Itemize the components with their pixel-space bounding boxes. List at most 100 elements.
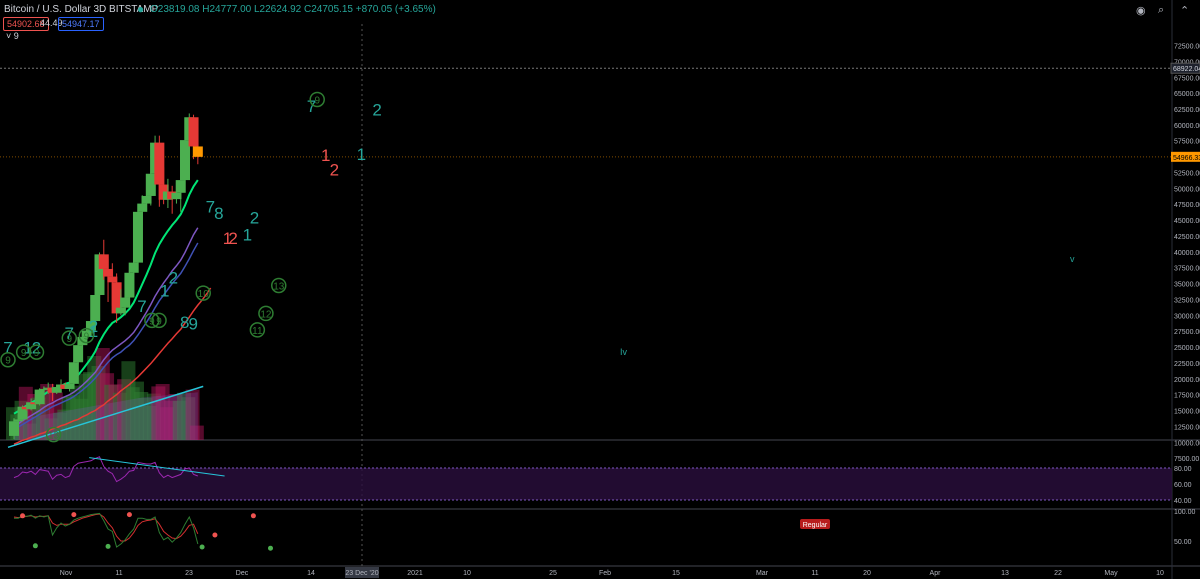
time-tick: 10 [463,570,471,577]
osc-signal-dot [268,545,273,551]
price-tick: 35000.00 [1174,282,1200,289]
time-tick: Apr [930,570,942,577]
candle-body [115,307,126,314]
price-tick: 32500.00 [1174,297,1200,304]
td-circle-label: 9 [66,334,72,345]
candle-body [180,140,190,181]
time-tick: 2021 [407,570,423,577]
price-tick: 47500.00 [1174,202,1200,209]
td-count-label: 7 [65,324,74,343]
td-circle-marker [15,344,32,360]
rsi-tick: 60.00 [1174,482,1192,489]
price-tick: 40000.00 [1174,250,1200,257]
candle-body [188,117,199,147]
price-tick: 57500.00 [1174,139,1200,146]
rsi-tick: 40.00 [1174,498,1192,505]
td-count-label: 2 [32,338,41,357]
td-count-label: 1 [160,281,169,300]
candle-body [192,146,203,157]
candle-body [107,276,118,283]
trend-line [7,385,204,449]
td-count-label: 2 [372,100,381,119]
osc-tick: 50.00 [1174,539,1192,546]
time-tick: Nov [60,570,73,577]
spread-value: 44.49 [40,18,63,28]
price-tick: 37500.00 [1174,266,1200,273]
v-label: v [1070,254,1075,264]
td-count-label: 9 [189,314,198,333]
td-circle-label: 9 [34,348,40,359]
td-count-label: 1 [243,225,252,244]
price-tick: 42500.00 [1174,234,1200,241]
osc-tick: 100.00 [1174,509,1196,516]
candle-body [128,262,139,273]
time-tick: Mar [756,570,769,577]
price-tick: 52500.00 [1174,170,1200,177]
price-tick: 10000.00 [1174,440,1200,447]
candle-body [81,330,92,337]
camera-icon[interactable]: ◉ [1136,5,1146,17]
candle-body [137,203,148,212]
td-count-label: 2 [330,161,339,180]
td-circle-marker [195,285,211,301]
candle-body [132,211,143,263]
td-circle-label: 9 [314,95,320,106]
td-circle-marker [271,277,287,294]
td-circle-label: 10 [198,289,210,300]
td-circle-marker [28,344,45,360]
td-circle-marker [78,327,95,344]
candle-body [94,254,105,295]
candle-body [85,321,96,331]
candle-body [90,294,101,322]
osc-signal-dot [71,512,77,518]
price-tick: 25000.00 [1174,345,1200,352]
candle-body [26,402,37,410]
td-count-label: 2 [250,208,259,227]
last-price-tag-box [1171,151,1200,162]
ask-price-box[interactable]: 54947.17 [58,17,104,31]
candle-body [171,192,182,200]
td-count-label: 1 [23,338,32,357]
td-circle-marker [144,312,160,329]
td-circle-label: 9 [5,356,11,367]
td-count-label: 7 [307,97,316,116]
rsi-divergence-line [89,457,225,477]
td-circle-label: 13 [273,281,285,292]
osc-signal-dot [105,543,111,549]
chevron-up-icon[interactable]: ⌃ [1180,5,1190,17]
price-tick: 65000.00 [1174,91,1200,98]
td-count-label: 1 [321,146,330,165]
candle-body [64,383,75,389]
candle-body [98,254,109,269]
time-tick: Dec [236,570,249,577]
bid-price-box[interactable]: 54902.68 [3,17,49,31]
price-tick: 45000.00 [1174,218,1200,225]
price-tick: 12500.00 [1174,424,1200,431]
td-circle-label: 9 [84,332,90,343]
ath-tag-box [1170,62,1200,74]
candle-body [9,421,19,436]
candle-body [13,419,24,422]
price-tick: 7500.00 [1174,456,1199,463]
td-count-label: 2 [228,229,237,248]
candle-body [154,142,165,185]
time-tick: 15 [672,570,680,577]
td-circle-label: 12 [260,309,272,320]
pane-label: Iv [620,347,628,357]
regular-label-box [800,519,830,529]
price-tick: 50000.00 [1174,186,1200,193]
search-icon[interactable]: ⌕ [1158,4,1165,16]
symbol-title[interactable]: Bitcoin / U.S. Dollar 3D BITSTAMP [4,4,159,15]
td-circle-marker [151,312,167,329]
indicator-toggle[interactable]: ˅ 9 [6,31,19,41]
td-count-label: 7 [206,197,215,216]
price-tick: 67500.00 [1174,75,1200,82]
td-circle-label: 11 [252,326,263,337]
crosshair-date-box [345,567,379,578]
price-tick: 60000.00 [1174,123,1200,130]
td-circle-marker [45,426,62,443]
candle-body [103,268,114,277]
time-tick: 13 [1001,570,1009,577]
rsi-tick: 80.00 [1174,466,1192,473]
